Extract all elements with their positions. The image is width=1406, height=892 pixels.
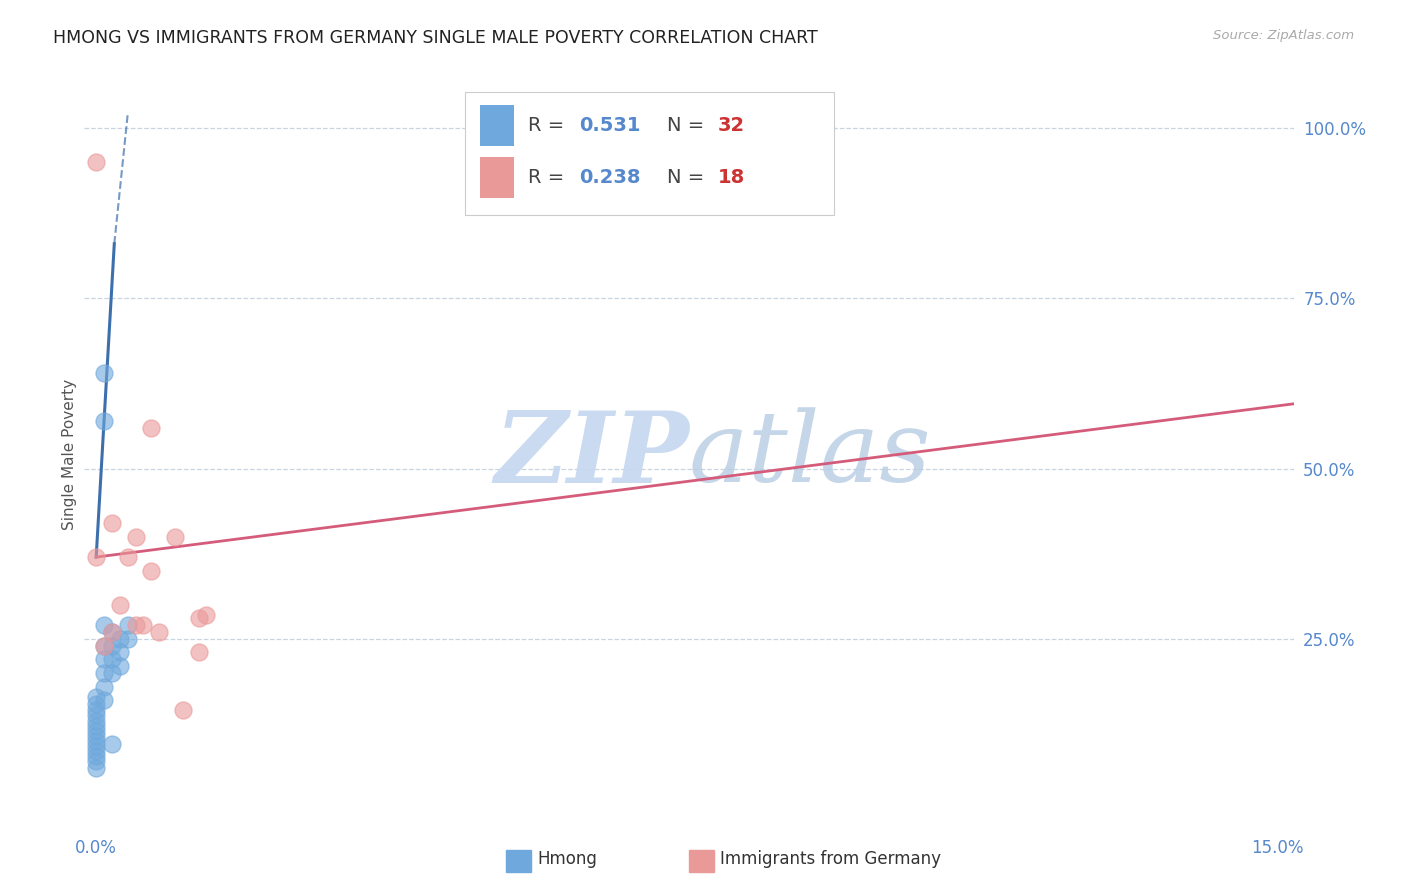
Bar xyxy=(479,157,513,198)
Point xyxy=(101,665,124,680)
Point xyxy=(141,420,163,434)
Point xyxy=(93,414,115,428)
Point xyxy=(84,708,107,723)
Point xyxy=(132,618,155,632)
Point xyxy=(124,530,146,544)
Point xyxy=(84,697,107,711)
Point xyxy=(84,714,107,728)
Point xyxy=(108,645,131,659)
Point xyxy=(84,703,107,717)
Bar xyxy=(506,850,531,872)
Text: R =: R = xyxy=(529,169,571,187)
Point xyxy=(84,550,107,565)
Point xyxy=(101,516,124,530)
Point xyxy=(101,639,124,653)
Point xyxy=(93,618,115,632)
Point xyxy=(84,155,107,169)
Text: N =: N = xyxy=(668,116,710,135)
Point xyxy=(84,739,107,754)
Text: R =: R = xyxy=(529,116,571,135)
Text: Hmong: Hmong xyxy=(537,850,598,868)
Text: 18: 18 xyxy=(718,169,745,187)
Point xyxy=(93,639,115,653)
Point xyxy=(117,550,139,565)
Point xyxy=(84,729,107,743)
Text: 32: 32 xyxy=(718,116,745,135)
Point xyxy=(124,618,146,632)
Text: Immigrants from Germany: Immigrants from Germany xyxy=(720,850,941,868)
Point xyxy=(84,719,107,733)
Point xyxy=(187,645,209,659)
Point xyxy=(93,639,115,653)
Point xyxy=(84,723,107,738)
Text: N =: N = xyxy=(668,169,710,187)
Point xyxy=(163,530,186,544)
Point xyxy=(101,738,124,752)
Text: atlas: atlas xyxy=(689,408,932,502)
Point xyxy=(101,652,124,666)
Point xyxy=(93,680,115,694)
Point xyxy=(93,366,115,380)
Text: 0.531: 0.531 xyxy=(579,116,640,135)
Point xyxy=(108,659,131,673)
Point xyxy=(84,690,107,704)
Point xyxy=(84,734,107,748)
Text: ZIP: ZIP xyxy=(494,407,689,503)
Text: HMONG VS IMMIGRANTS FROM GERMANY SINGLE MALE POVERTY CORRELATION CHART: HMONG VS IMMIGRANTS FROM GERMANY SINGLE … xyxy=(53,29,818,46)
Point xyxy=(101,625,124,640)
Point xyxy=(93,652,115,666)
Point xyxy=(172,703,194,717)
Point xyxy=(117,618,139,632)
Point xyxy=(84,744,107,758)
Point xyxy=(187,611,209,625)
Point xyxy=(117,632,139,646)
Y-axis label: Single Male Poverty: Single Male Poverty xyxy=(62,379,77,531)
Text: 0.238: 0.238 xyxy=(579,169,640,187)
Point xyxy=(93,693,115,707)
Point xyxy=(108,632,131,646)
Bar xyxy=(689,850,714,872)
Point xyxy=(93,665,115,680)
Point xyxy=(84,761,107,775)
Bar xyxy=(479,104,513,145)
Point xyxy=(108,598,131,612)
Point xyxy=(195,607,218,622)
Point xyxy=(148,625,170,640)
FancyBboxPatch shape xyxy=(465,92,834,215)
Point xyxy=(84,755,107,769)
Point xyxy=(141,564,163,578)
Point xyxy=(84,749,107,764)
Point xyxy=(101,625,124,640)
Text: Source: ZipAtlas.com: Source: ZipAtlas.com xyxy=(1213,29,1354,42)
